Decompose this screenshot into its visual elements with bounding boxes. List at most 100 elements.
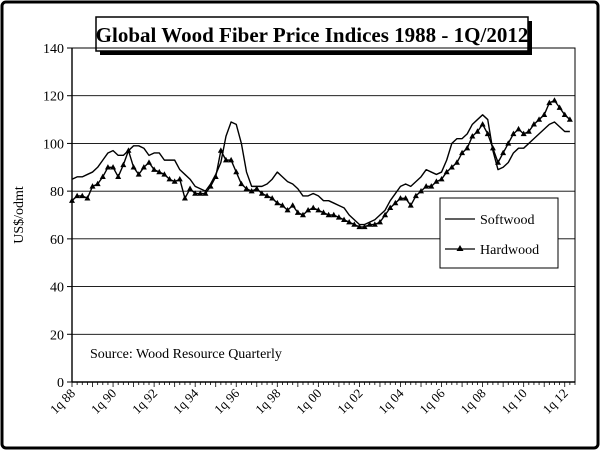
hardwood-point [315,207,322,213]
hardwood-point [510,130,517,137]
hardwood-point [484,130,491,137]
legend-hardwood-label: Hardwood [480,243,539,258]
hardwood-point [243,185,250,191]
hardwood-point [145,159,152,165]
hardwood-point [69,197,75,203]
hardwood-point [161,171,168,177]
legend-softwood-label: Softwood [480,213,534,228]
series-softwood [71,114,570,226]
hardwood-point [500,149,507,156]
hardwood-point [536,116,543,122]
hardwood-point [140,164,147,170]
hardwood-point [469,133,476,139]
hardwood-point [423,183,430,189]
hardwood-point [89,183,96,189]
hardwood-point [279,202,286,208]
y-tick-label: 60 [50,233,64,248]
source-annotation: Source: Wood Resource Quarterly [90,347,282,362]
y-tick-label: 0 [57,376,64,391]
hardwood-point [479,121,486,127]
hardwood-point [556,104,563,110]
series-hardwood [69,97,573,230]
hardwood-point [402,195,409,201]
hardwood-point [79,192,86,199]
hardwood-point [397,195,404,201]
hardwood-point [258,190,265,196]
hardwood-point [166,176,173,182]
hardwood-point [125,147,132,153]
hardwood-point [541,111,548,117]
hardwood-point [289,202,296,208]
hardwood-point [546,99,553,106]
hardwood-point [264,192,271,199]
hardwood-point [197,190,204,196]
hardwood-point [371,221,378,227]
y-tick-label: 140 [43,42,64,57]
y-tick-label: 120 [43,90,64,105]
hardwood-point [356,223,363,230]
hardwood-point [459,149,466,156]
hardwood-point [412,192,419,199]
hardwood-point [305,207,312,213]
hardwood-point [443,168,450,175]
hardwood-point [248,187,255,194]
hardwood-point [294,209,301,215]
y-axis-label: US$/odmt [12,186,27,244]
hardwood-point [392,199,399,206]
hardwood-point [428,183,435,189]
hardwood-point [253,185,260,191]
hardwood-point [418,187,425,194]
hardwood-point [181,195,188,201]
hardwood-point [335,214,342,220]
hardwood-point [156,168,163,175]
softwood-line [71,114,570,226]
hardwood-point [387,204,394,211]
hardwood-point [325,211,332,218]
hardwood-point [489,145,496,151]
hardwood-point [104,164,111,170]
hardwood-point [530,121,537,127]
hardwood-point [407,202,414,208]
hardwood-point [438,176,445,182]
hardwood-point [330,211,337,218]
hardwood-point [495,159,502,165]
hardwood-point [269,195,276,201]
y-tick-label: 40 [50,281,64,296]
y-tick-label: 100 [43,137,64,152]
hardwood-point [346,218,353,225]
hardwood-point [110,164,117,170]
y-tick-label: 80 [50,185,64,200]
hardwood-point [84,195,91,201]
hardwood-point [341,216,348,222]
title-box [95,16,529,52]
hardwood-point [233,168,240,175]
hardwood-point [464,145,471,151]
chart-title: Global Wood Fiber Price Indices 1988 - 1… [96,23,529,47]
y-tick-label: 20 [50,328,64,343]
hardwood-point [187,185,194,191]
hardwood-point [474,128,481,134]
hardwood-point [135,171,142,177]
hardwood-point [94,180,101,187]
hardwood-point [433,178,440,184]
hardwood-point [453,159,460,165]
hardwood-point [299,211,306,218]
hardwood-point [551,97,558,103]
hardwood-point [382,211,389,218]
hardwood-point [525,128,532,134]
hardwood-point [202,190,209,196]
hardwood-point [505,140,512,146]
hardwood-point [115,173,122,180]
series [69,97,573,230]
hardwood-point [238,180,245,187]
hardwood-point [448,164,455,170]
hardwood-point [222,156,229,163]
hardwood-point [207,183,214,189]
hardwood-point [566,116,573,122]
hardwood-point [274,199,281,206]
legend: Softwood Hardwood [439,197,559,269]
hardwood-point [320,209,327,215]
hardwood-point [176,176,183,182]
hardwood-point [228,156,235,163]
